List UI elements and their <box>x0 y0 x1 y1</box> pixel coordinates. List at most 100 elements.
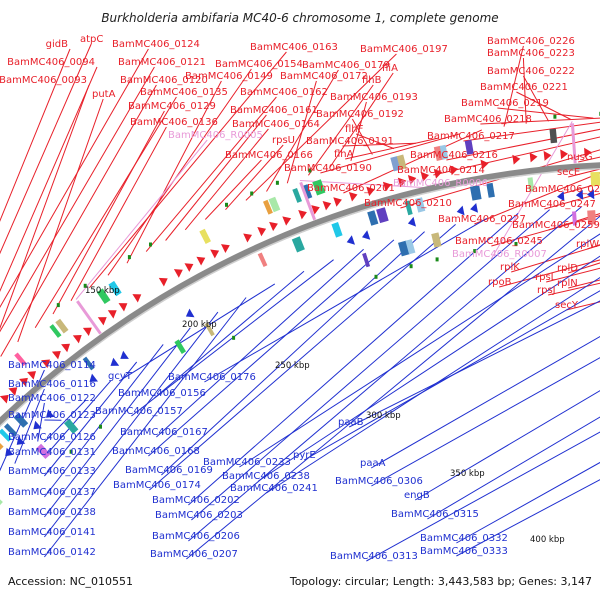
forward-gene-arrow <box>543 150 552 161</box>
reverse-gene-label: BamMC406_0138 <box>8 507 96 518</box>
forward-gene-leader-line <box>345 137 438 160</box>
forward-gene-label: BamMC406_0192 <box>316 109 404 120</box>
rna-feature-mark <box>570 123 577 164</box>
forward-gene-label: BamMC406_0226 <box>487 36 575 47</box>
forward-gene-label: BamMC406_0161 <box>230 105 318 116</box>
forward-gene-arrow <box>333 197 342 207</box>
forward-gene-arrow <box>196 256 206 266</box>
forward-gene-leader-line <box>350 101 367 162</box>
forward-gene-leader-line <box>286 80 317 184</box>
cog-block <box>572 211 577 226</box>
reverse-gene-leader-line <box>266 276 600 494</box>
cog-block <box>312 179 326 196</box>
cog-block <box>331 222 343 238</box>
reverse-gene-label: BamMC406_0126 <box>8 432 96 443</box>
gc-skew-marker <box>435 257 439 262</box>
cog-block <box>263 199 273 215</box>
forward-gene-arrow <box>221 244 230 253</box>
forward-gene-arrow <box>529 152 538 163</box>
gc-skew-marker <box>99 424 102 429</box>
forward-gene-arrow <box>322 201 332 211</box>
backbone-arc <box>0 162 600 428</box>
forward-gene-leader-line <box>463 121 600 142</box>
reverse-gene-leader-line <box>44 327 191 518</box>
accession-text: Accession: NC_010551 <box>8 575 133 588</box>
gc-skew-marker <box>56 303 60 308</box>
forward-gene-leader-line <box>107 68 252 276</box>
forward-gene-label: BamMC406_0093 <box>0 75 87 86</box>
forward-gene-arrow <box>584 147 592 158</box>
forward-gene-leader-line <box>245 53 397 201</box>
forward-gene-leader-line <box>497 107 594 119</box>
reverse-gene-leader-line <box>37 402 45 442</box>
reverse-gene-leader-line <box>188 206 582 542</box>
forward-gene-leader-line <box>0 84 157 357</box>
reverse-gene-label: BamMC406_0116 <box>8 379 96 390</box>
map-title: Burkholderia ambifaria MC40-6 chromosome… <box>101 11 498 25</box>
reverse-gene-arrow <box>557 191 565 202</box>
forward-gene-leader-line <box>320 133 460 174</box>
gc-skew-marker <box>308 168 312 173</box>
forward-gene-arrow <box>433 168 443 179</box>
forward-gene-label: nusG <box>567 152 593 163</box>
reverse-gene-label: BamMC406_0207 <box>150 549 238 560</box>
forward-gene-leader-line <box>17 98 104 343</box>
reverse-gene-leader-line <box>118 283 276 382</box>
reverse-gene-leader-line <box>258 255 600 482</box>
cog-block <box>376 207 389 224</box>
reverse-gene-label: BamMC406_0169 <box>125 465 213 476</box>
forward-gene-label: rpoB <box>488 277 512 288</box>
forward-gene-leader-line <box>480 117 600 125</box>
forward-gene-label: BamMC406_0191 <box>306 136 394 147</box>
forward-gene-arrow <box>97 317 107 326</box>
forward-gene-leader-line <box>52 110 165 315</box>
forward-gene-label: BamMC406_0172 <box>280 71 368 82</box>
reverse-gene-leader-line <box>44 361 138 477</box>
forward-gene-leader-line <box>204 159 262 220</box>
rna-feature-mark <box>299 181 317 221</box>
forward-gene-arrow <box>512 154 521 165</box>
cog-block <box>486 182 495 198</box>
forward-gene-leader-line <box>184 128 269 231</box>
cog-block <box>257 252 268 267</box>
forward-gene-label: BamMC406_0135 <box>140 87 228 98</box>
reverse-gene-label: BamMC406_0174 <box>113 480 201 491</box>
reverse-gene-label: paaA <box>360 458 386 469</box>
forward-gene-label: BamMC406_0166 <box>225 150 313 161</box>
forward-gene-arrow <box>480 159 489 170</box>
forward-gene-leader-line <box>522 57 527 124</box>
reverse-gene-leader-line <box>44 344 164 498</box>
feature-label-lines <box>0 43 600 562</box>
forward-gene-label: BamMC406_0219 <box>461 98 549 109</box>
forward-gene-label: BamMC406_0197 <box>360 44 448 55</box>
forward-gene-leader-line <box>0 48 149 309</box>
gc-skew-marker <box>553 114 557 119</box>
reverse-gene-leader-line <box>148 239 395 457</box>
forward-gene-leader-line <box>0 48 71 222</box>
reverse-gene-leader-line <box>44 380 112 458</box>
forward-gene-label: secY <box>555 300 579 311</box>
forward-gene-arrow <box>243 233 252 243</box>
cog-block <box>404 200 413 216</box>
forward-gene-arrow <box>382 181 392 192</box>
reverse-gene-arrow <box>110 357 120 366</box>
reverse-gene-leader-line <box>44 399 87 443</box>
forward-gene-arrow <box>257 227 267 237</box>
cog-block <box>199 228 211 244</box>
forward-gene-leader-line <box>356 133 395 150</box>
forward-gene-leader-line <box>433 136 600 176</box>
forward-gene-label: BamMC406_0222 <box>487 66 575 77</box>
forward-gene-label: fliA <box>382 63 398 74</box>
forward-gene-arrow <box>132 294 142 303</box>
forward-gene-label: BamMC406_0227 <box>438 214 526 225</box>
rna-gene-label: BamMC406_R0006 <box>393 178 488 189</box>
genome-ring <box>0 111 600 506</box>
forward-gene-leader-line <box>491 214 600 247</box>
reverse-gene-label: pyrE <box>293 450 316 461</box>
cog-block <box>0 442 4 450</box>
forward-gene-arrow <box>311 205 320 215</box>
forward-gene-leader-line <box>0 66 155 333</box>
forward-gene-label: BamMC406_0094 <box>7 57 95 68</box>
gc-skew-marker <box>127 255 131 260</box>
